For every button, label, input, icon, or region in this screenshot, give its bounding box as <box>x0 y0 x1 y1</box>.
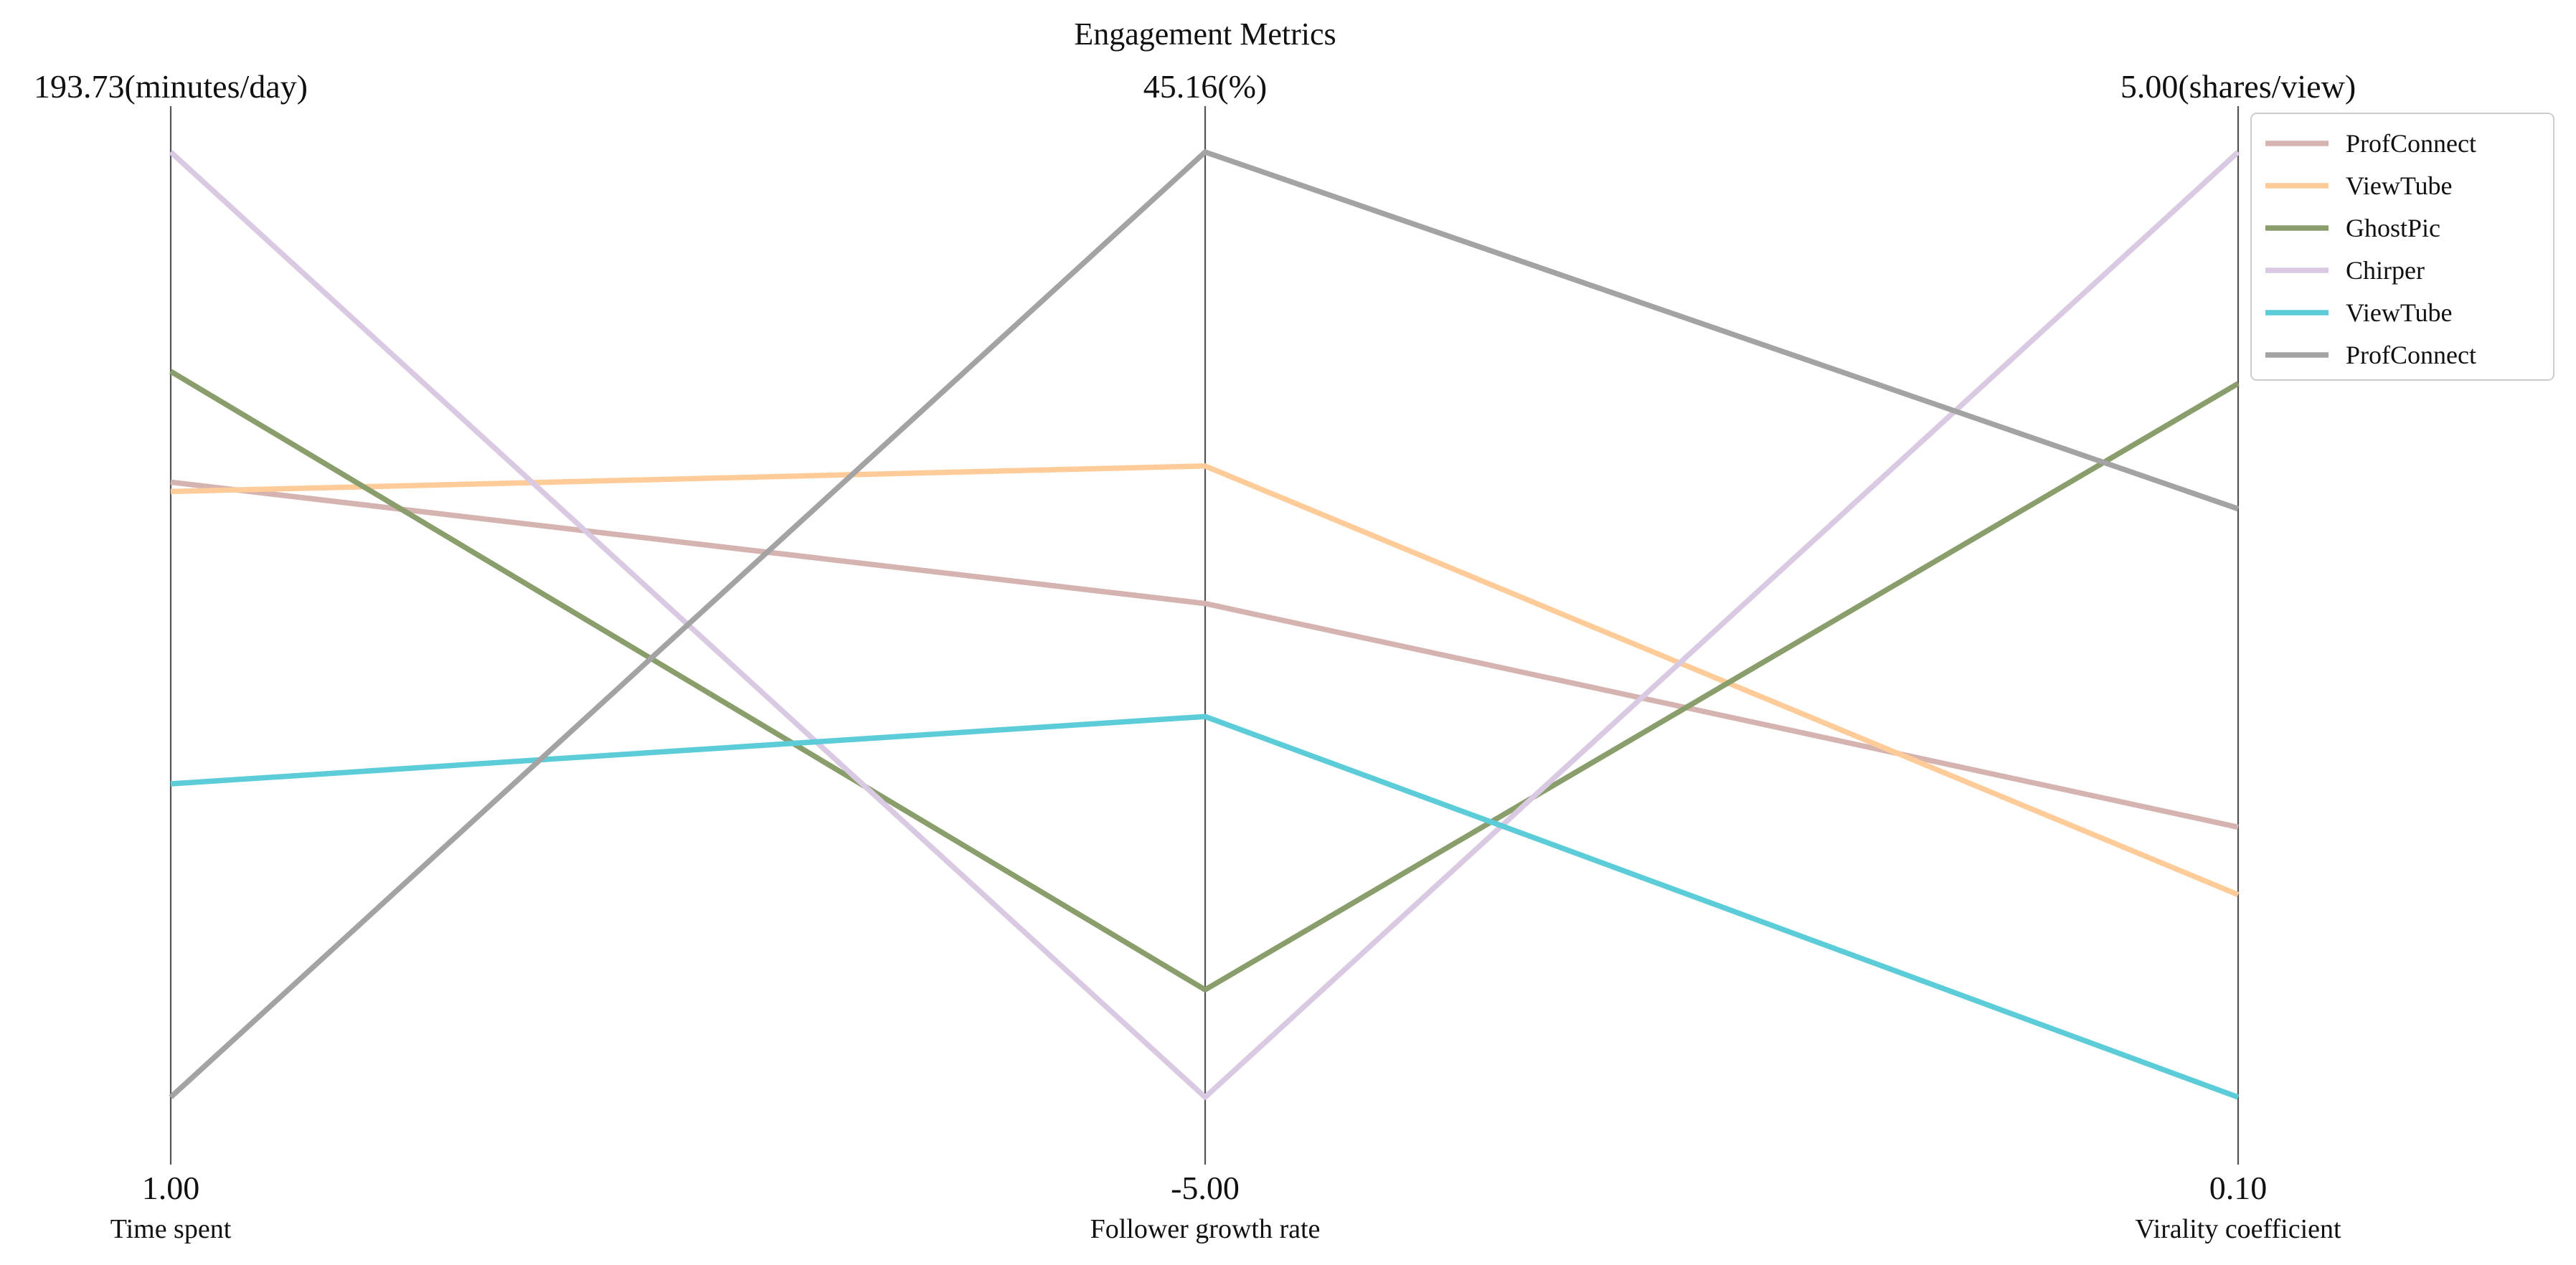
series-lines-layer <box>169 149 2240 1100</box>
legend-label: ProfConnect <box>2346 341 2476 369</box>
series-line-profconnect <box>169 149 2240 1099</box>
axis-min-label: 0.10 <box>2209 1170 2268 1206</box>
legend-label: ViewTube <box>2346 298 2453 327</box>
legend-label: GhostPic <box>2346 214 2440 242</box>
chart-title: Engagement Metrics <box>1074 16 1336 52</box>
series-line-viewtube <box>170 714 2240 1100</box>
axis-min-label: -5.00 <box>1171 1170 1240 1206</box>
axis-max-label: 5.00(shares/view) <box>2120 68 2356 105</box>
legend: ProfConnect ViewTube GhostPic Chirper ViewTu… <box>2250 113 2554 381</box>
axis-max-label: 45.16(%) <box>1143 68 1267 105</box>
legend-label: ProfConnect <box>2346 129 2476 158</box>
series-line-viewtube <box>170 463 2240 898</box>
legend-label: ViewTube <box>2346 171 2453 200</box>
axes-layer: 193.73(minutes/day) 1.00 Time spent 45.16(%… <box>34 68 2356 1244</box>
axis-name-label: Time spent <box>110 1214 232 1244</box>
series-line-ghostpic <box>169 369 2240 992</box>
axis-name-label: Virality coefficient <box>2135 1214 2341 1244</box>
axis-name-label: Follower growth rate <box>1090 1214 1321 1244</box>
axis-max-label: 193.73(minutes/day) <box>34 68 308 105</box>
series-line-chirper <box>169 150 2240 1100</box>
legend-label: Chirper <box>2346 256 2425 285</box>
axis-min-label: 1.00 <box>142 1170 200 1206</box>
